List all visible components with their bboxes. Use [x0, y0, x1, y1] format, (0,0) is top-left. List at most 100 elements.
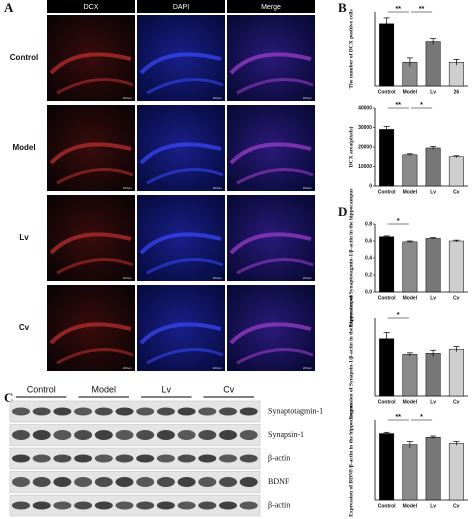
blot-band	[156, 477, 175, 487]
blot-band	[156, 407, 175, 416]
panel-label: A	[4, 0, 14, 15]
blot-group-label: Cv	[223, 384, 234, 394]
x-tick-label: Model	[403, 295, 418, 301]
scale-bar-label: 200μm	[303, 276, 313, 280]
tissue-band	[229, 232, 312, 255]
blot-band	[136, 407, 155, 416]
blot-band	[94, 501, 113, 510]
charts: Control Model Lv 26 The number of DCX positi…	[347, 6, 468, 517]
blot-band	[198, 454, 217, 463]
significance-label: **	[396, 414, 402, 421]
blot-band	[219, 430, 237, 440]
tissue-band	[236, 348, 314, 365]
blot-band	[219, 501, 237, 510]
blot-group-label: Model	[91, 384, 116, 394]
y-axis-label: The number of DCX positive cells	[348, 9, 354, 88]
x-tick-label: Model	[403, 399, 418, 405]
tissue-band	[56, 78, 134, 95]
tissue-band	[236, 168, 314, 185]
blot-band	[136, 501, 155, 510]
significance-label: *	[420, 414, 423, 421]
y-tick-label: 0.0	[365, 289, 372, 295]
bar	[379, 433, 395, 501]
blot-band	[74, 501, 93, 510]
bar	[448, 240, 464, 293]
y-tick-label: 20000	[358, 144, 372, 150]
significance-label: **	[396, 102, 402, 109]
x-tick-label: Lv	[430, 295, 436, 301]
scale-bar-label: 200μm	[213, 276, 223, 280]
panel-label: D	[338, 204, 347, 219]
significance-label: **	[396, 6, 402, 13]
y-axis-label: DCX area(pixels)	[347, 126, 354, 167]
x-tick-label: Cv	[453, 399, 460, 405]
bar	[448, 62, 464, 87]
blot-band	[219, 477, 237, 487]
bar	[425, 238, 441, 293]
blot-band	[177, 501, 196, 510]
x-tick-label: 26	[454, 89, 460, 95]
blot-band	[136, 430, 155, 440]
blot-band	[156, 454, 175, 463]
blot-band	[12, 430, 30, 440]
blot-band	[32, 407, 51, 416]
tissue-band	[146, 348, 224, 365]
bar	[379, 338, 395, 397]
scale-bar-label: 200μm	[123, 276, 133, 280]
bar	[379, 236, 395, 293]
blot-band	[156, 501, 175, 510]
blot-band	[74, 477, 93, 487]
blot-band	[32, 430, 51, 440]
tissue-band	[49, 232, 132, 255]
y-tick-label: 0.4	[365, 255, 372, 261]
blot-band	[239, 501, 258, 510]
scale-bar-label: 200μm	[213, 96, 223, 100]
bar	[402, 444, 418, 501]
blot-band	[12, 407, 30, 416]
y-axis-label: Expression of BDNF/β-actin in the hippoc…	[348, 403, 354, 517]
blot-band	[177, 477, 196, 487]
x-tick-label: Lv	[430, 503, 436, 509]
blot-band	[239, 430, 258, 440]
blot-group-label: Control	[27, 384, 56, 394]
blot-band	[53, 477, 72, 487]
blot-band	[136, 477, 155, 487]
blot-band	[12, 477, 30, 487]
bar	[425, 147, 441, 187]
scale-bar-label: 200μm	[303, 366, 313, 370]
blot-band	[219, 454, 237, 463]
blot-strip	[9, 447, 261, 470]
bar	[425, 436, 441, 501]
bar	[448, 348, 464, 397]
blot-band	[198, 477, 217, 487]
x-tick-label: Control	[378, 189, 396, 195]
scale-bar-label: 200μm	[213, 186, 223, 190]
protein-label: β-actin	[268, 453, 290, 462]
bar	[425, 41, 441, 87]
blot-band	[12, 501, 30, 510]
blot-band	[115, 501, 134, 510]
row-label: Model	[12, 143, 35, 152]
protein-label: β-actin	[268, 500, 290, 509]
x-tick-label: Lv	[430, 189, 436, 195]
blot-band	[53, 407, 72, 416]
scale-bar-label: 200μm	[303, 186, 313, 190]
blot-band	[198, 430, 217, 440]
blot-band	[177, 407, 196, 416]
y-tick-label: 0.6	[365, 238, 372, 244]
protein-label: BDNF	[268, 477, 290, 486]
protein-label: Synaptotagmin-1	[268, 406, 323, 415]
y-tick-label: 0.8	[365, 221, 372, 227]
column-header-bg	[227, 0, 315, 13]
significance-label: *	[397, 312, 400, 319]
y-tick-label: 30000	[358, 125, 372, 131]
tissue-band	[139, 232, 222, 255]
x-tick-label: Control	[378, 89, 396, 95]
blot-strip	[9, 400, 261, 423]
column-header: Merge	[261, 4, 281, 11]
tissue-band	[236, 78, 314, 95]
blot-band	[115, 430, 134, 440]
bar	[379, 23, 395, 87]
tissue-band	[139, 52, 222, 75]
column-header: DCX	[84, 4, 99, 11]
